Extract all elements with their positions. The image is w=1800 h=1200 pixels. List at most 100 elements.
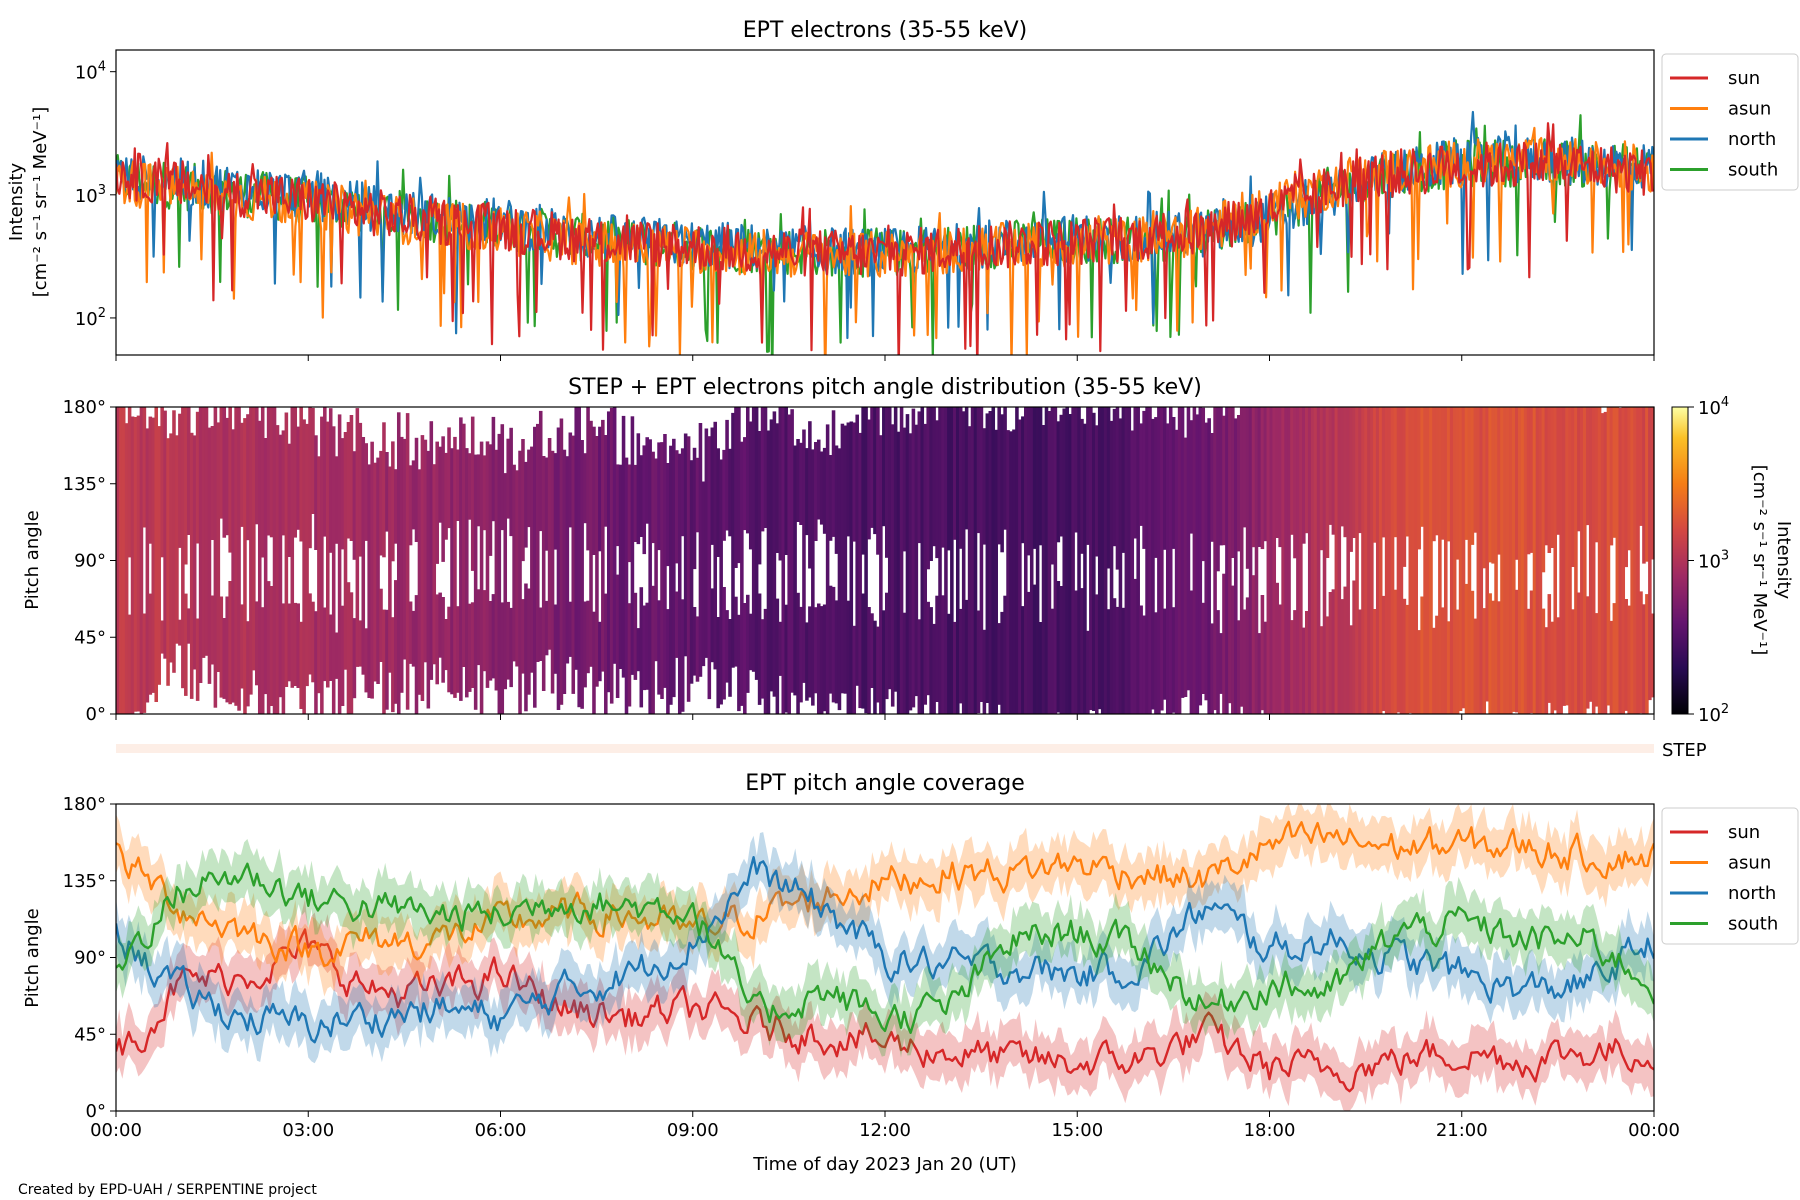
heatmap-cell — [1334, 407, 1339, 714]
heatmap-cell — [932, 407, 936, 547]
heatmap-cell — [633, 592, 638, 680]
heatmap-cell — [1544, 407, 1549, 546]
heatmap-cell — [1207, 418, 1211, 714]
heatmap-cell — [1148, 407, 1152, 714]
heatmap-cell — [941, 595, 945, 714]
heatmap-cell — [323, 407, 327, 537]
series-line-south — [116, 862, 1654, 1034]
heatmap-cell — [385, 452, 389, 532]
heatmap-cell — [636, 628, 641, 672]
heatmap-cell — [1269, 407, 1274, 714]
heatmap-cell — [1231, 407, 1235, 558]
heatmap-cell — [491, 594, 496, 679]
heatmap-cell — [852, 625, 857, 714]
heatmap-cell — [308, 407, 312, 549]
heatmap-cell — [953, 407, 957, 540]
heatmap-cell — [201, 407, 206, 658]
heatmap-cell — [1500, 407, 1504, 714]
y-tick-label: 135° — [63, 474, 106, 495]
heatmap-cell — [1319, 407, 1324, 551]
heatmap-cell — [846, 422, 851, 537]
panel3-plot-area — [116, 804, 1654, 1111]
heatmap-cell — [500, 602, 505, 714]
heatmap-cell — [1065, 407, 1069, 714]
heatmap-cell — [1009, 431, 1013, 714]
heatmap-cell — [450, 448, 454, 695]
heatmap-cell — [1497, 407, 1501, 555]
heatmap-cell — [905, 414, 910, 714]
heatmap-cell — [1651, 407, 1655, 560]
heatmap-cell — [1287, 407, 1291, 714]
heatmap-cell — [1302, 407, 1306, 544]
heatmap-cell — [846, 600, 851, 714]
heatmap-cell — [364, 443, 369, 541]
heatmap-cell — [645, 437, 649, 524]
heatmap-cell — [1160, 407, 1164, 711]
heatmap-cell — [778, 407, 783, 561]
series-line-asun — [116, 820, 1654, 968]
heatmap-cell — [518, 450, 522, 714]
heatmap-cell — [488, 601, 493, 681]
heatmap-cell — [148, 593, 153, 695]
heatmap-cell — [814, 442, 818, 541]
heatmap-cell — [666, 463, 670, 567]
heatmap-cell — [1571, 609, 1575, 714]
heatmap-cell — [1370, 407, 1374, 714]
heatmap-cell — [420, 435, 425, 701]
heatmap-cell — [606, 411, 611, 693]
heatmap-cell — [1059, 414, 1064, 537]
heatmap-cell — [169, 433, 173, 663]
heatmap-cell — [246, 414, 250, 541]
heatmap-cell — [1512, 407, 1516, 712]
heatmap-cell — [787, 414, 791, 714]
heatmap-cell — [479, 441, 484, 714]
heatmap-cell — [867, 419, 871, 540]
heatmap-cell — [1272, 407, 1277, 714]
heatmap-cell — [876, 626, 880, 703]
heatmap-cell — [704, 428, 709, 658]
heatmap-cell — [1080, 418, 1084, 554]
heatmap-cell — [1624, 407, 1628, 568]
heatmap-cell — [340, 438, 345, 550]
heatmap-cell — [184, 593, 188, 696]
heatmap-cell — [1127, 407, 1132, 714]
heatmap-cell — [364, 628, 369, 693]
heatmap-cell — [1349, 625, 1353, 714]
heatmap-cell — [1331, 407, 1336, 535]
heatmap-cell — [834, 600, 839, 704]
heatmap-cell — [743, 437, 747, 531]
heatmap-cell — [349, 415, 354, 541]
heatmap-cell — [772, 411, 777, 697]
heatmap-cell — [657, 600, 661, 695]
heatmap-cell — [893, 407, 898, 692]
heatmap-cell — [482, 590, 487, 672]
heatmap-cell — [255, 407, 259, 525]
heatmap-cell — [473, 454, 478, 710]
heatmap-cell — [1024, 407, 1028, 714]
heatmap-cell — [136, 415, 141, 712]
heatmap-cell — [583, 453, 587, 524]
heatmap-cell — [1086, 630, 1090, 714]
heatmap-cell — [1514, 407, 1519, 560]
heatmap-cell — [615, 574, 620, 698]
heatmap-cell — [145, 428, 150, 703]
heatmap-cell — [326, 421, 330, 688]
heatmap-cell — [911, 408, 916, 708]
heatmap-cell — [1074, 407, 1078, 533]
panel2-title: STEP + EPT electrons pitch angle distrib… — [568, 375, 1202, 400]
heatmap-cell — [166, 438, 170, 686]
heatmap-cell — [1529, 407, 1534, 553]
legend-label-asun: asun — [1728, 853, 1771, 874]
heatmap-cell — [1464, 407, 1469, 540]
heatmap-cell — [139, 407, 144, 714]
heatmap-cell — [1257, 407, 1262, 547]
heatmap-cell — [1018, 419, 1022, 714]
heatmap-cell — [748, 421, 753, 550]
heatmap-cell — [799, 606, 803, 703]
heatmap-cell — [556, 427, 561, 710]
heatmap-cell — [1038, 407, 1043, 546]
panel2-y-label: Pitch angle — [22, 510, 43, 609]
heatmap-cell — [385, 609, 389, 710]
y-tick-label: 103 — [75, 183, 106, 207]
heatmap-cell — [148, 416, 153, 544]
